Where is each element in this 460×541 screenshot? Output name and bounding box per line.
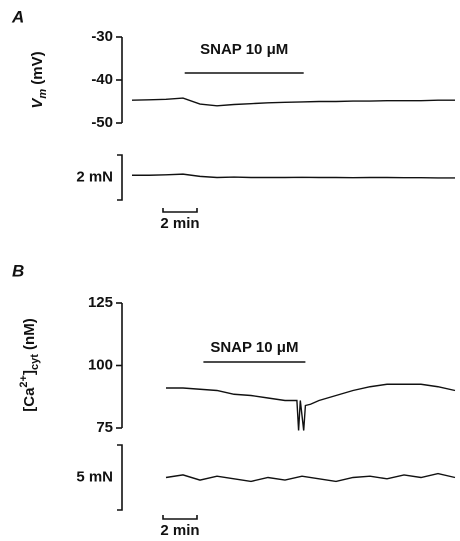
y-axis-label-part: [Ca bbox=[21, 387, 38, 412]
y-tick-label: 125 bbox=[88, 294, 113, 311]
time-scale-bar bbox=[162, 515, 198, 520]
y-axis-label-part: cyt bbox=[29, 354, 41, 370]
y-axis-label-part: (mV) bbox=[29, 51, 46, 89]
time-scale-label: 2 min bbox=[160, 215, 199, 232]
force-scale-label: 5 mN bbox=[76, 468, 113, 485]
treatment-label: SNAP 10 μM bbox=[210, 339, 298, 356]
y-axis-label-part: 2+ bbox=[18, 375, 30, 388]
y-tick-label: 75 bbox=[96, 419, 113, 436]
trace bbox=[131, 97, 455, 107]
time-scale-label: 2 min bbox=[160, 522, 199, 539]
force-scale-label: 2 mN bbox=[76, 168, 113, 185]
y-axis-label-part: (nM) bbox=[21, 318, 38, 354]
y-axis-label-part: V bbox=[29, 97, 46, 109]
y-tick-label: 100 bbox=[88, 356, 113, 373]
time-scale-bar bbox=[162, 208, 198, 213]
trace bbox=[166, 383, 456, 431]
y-axis-label: [Ca2+]cyt (nM) bbox=[18, 318, 41, 411]
panel-label: A bbox=[11, 7, 24, 26]
force-scale-bar bbox=[117, 154, 123, 201]
force-trace bbox=[132, 173, 455, 179]
y-tick-label: -40 bbox=[91, 71, 113, 88]
y-tick-label: -50 bbox=[91, 114, 113, 131]
y-axis-label: Vm (mV) bbox=[29, 51, 49, 108]
y-axis-label-part: m bbox=[37, 89, 49, 99]
treatment-label: SNAP 10 μM bbox=[200, 41, 288, 58]
force-scale-bar bbox=[117, 444, 123, 511]
y-axis-label-part: ] bbox=[21, 370, 38, 375]
y-tick-label: -30 bbox=[91, 28, 113, 45]
panel-label: B bbox=[12, 261, 24, 280]
force-trace bbox=[165, 472, 456, 483]
